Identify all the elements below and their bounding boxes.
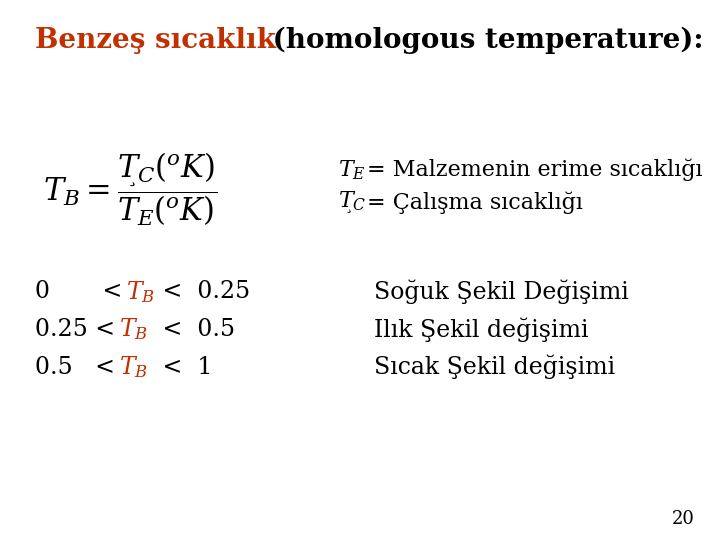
Text: $T_E$: $T_E$ [338, 158, 366, 182]
Text: <  1: < 1 [155, 356, 212, 379]
Text: $T_B$: $T_B$ [119, 316, 148, 342]
Text: $T_{\c{C}}$: $T_{\c{C}}$ [338, 190, 366, 215]
Text: $T_B$: $T_B$ [119, 354, 148, 380]
Text: Benzeş sıcaklık: Benzeş sıcaklık [35, 27, 276, 54]
Text: 0       <: 0 < [35, 280, 130, 303]
Text: Sıcak Şekil değişimi: Sıcak Şekil değişimi [374, 355, 616, 380]
Text: <  0.25: < 0.25 [155, 280, 250, 303]
Text: <  0.5: < 0.5 [155, 318, 235, 341]
Text: Soğuk Şekil Değişimi: Soğuk Şekil Değişimi [374, 279, 629, 304]
Text: Ilık Şekil değişimi: Ilık Şekil değişimi [374, 317, 589, 342]
Text: 20: 20 [672, 510, 695, 529]
Text: 0.5   <: 0.5 < [35, 356, 122, 379]
Text: 0.25 <: 0.25 < [35, 318, 122, 341]
Text: (homologous temperature):: (homologous temperature): [263, 27, 703, 54]
Text: = Malzemenin erime sıcaklığı: = Malzemenin erime sıcaklığı [367, 159, 703, 181]
Text: $\mathit{T}_{\mathit{B}} = \dfrac{\mathit{T}_{\c{C}}\left({}^{o}\mathit{K}\right: $\mathit{T}_{\mathit{B}} = \dfrac{\mathi… [43, 150, 217, 228]
Text: $T_B$: $T_B$ [126, 279, 156, 305]
Text: = Çalışma sıcaklığı: = Çalışma sıcaklığı [367, 191, 583, 214]
